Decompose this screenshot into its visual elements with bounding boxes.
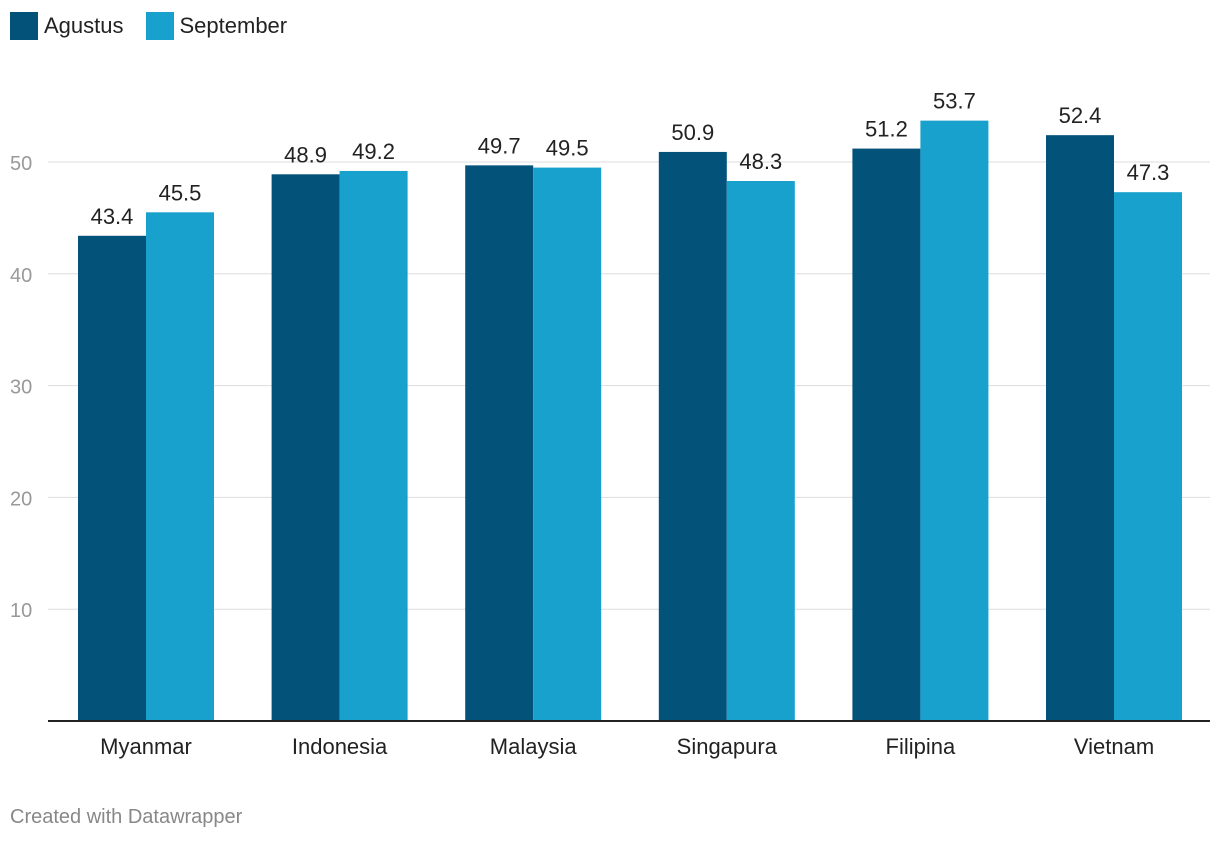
bar-agustus bbox=[658, 151, 727, 722]
y-tick-label: 50 bbox=[10, 153, 32, 175]
y-tick-label: 40 bbox=[10, 265, 32, 287]
x-category-label: Singapura bbox=[677, 734, 778, 759]
y-tick-label: 10 bbox=[10, 600, 32, 622]
x-category-label: Vietnam bbox=[1074, 734, 1154, 759]
bar-september bbox=[1114, 192, 1182, 721]
y-tick-label: 30 bbox=[10, 377, 32, 399]
bar-september bbox=[533, 167, 602, 722]
x-category-label: Myanmar bbox=[100, 734, 192, 759]
bar-september bbox=[146, 212, 214, 721]
bar-value-label: 48.3 bbox=[739, 149, 782, 174]
legend-item-september: September bbox=[145, 12, 288, 40]
x-category-label: Malaysia bbox=[490, 734, 578, 759]
legend-swatch-agustus bbox=[10, 12, 38, 40]
bar-value-label: 49.5 bbox=[546, 136, 589, 161]
bar-agustus bbox=[78, 235, 146, 721]
legend-swatch-september bbox=[145, 12, 174, 40]
bar-value-label: 47.3 bbox=[1127, 160, 1170, 185]
bar-value-label: 50.9 bbox=[671, 120, 714, 145]
x-category-label: Indonesia bbox=[292, 734, 388, 759]
bar-agustus bbox=[1046, 135, 1114, 722]
legend: Agustus September bbox=[10, 12, 287, 40]
legend-label-september: September bbox=[179, 13, 288, 38]
bar-september bbox=[726, 181, 795, 722]
footer-credit: Created with Datawrapper bbox=[10, 806, 243, 828]
x-category-label: Filipina bbox=[886, 734, 956, 759]
bar-value-label: 52.4 bbox=[1059, 103, 1102, 128]
bar-value-label: 45.5 bbox=[159, 180, 202, 205]
bar-value-label: 49.7 bbox=[478, 133, 521, 158]
bar-agustus bbox=[271, 174, 340, 722]
bar-value-label: 53.7 bbox=[933, 89, 976, 114]
bar-value-label: 48.9 bbox=[284, 142, 327, 167]
legend-item-agustus: Agustus bbox=[10, 12, 124, 40]
bar-september bbox=[920, 120, 989, 721]
bar-value-label: 43.4 bbox=[91, 204, 134, 229]
bar-value-label: 51.2 bbox=[865, 117, 908, 142]
y-tick-label: 20 bbox=[10, 488, 32, 510]
legend-label-agustus: Agustus bbox=[44, 13, 124, 38]
bar-agustus bbox=[465, 165, 534, 721]
bar-agustus bbox=[852, 148, 921, 722]
bar-september bbox=[339, 170, 408, 722]
bar-value-label: 49.2 bbox=[352, 139, 395, 164]
bar-chart: 10 20 30 40 50 43.4 45.5 Myanmar 48.9 49.2 Indones… bbox=[10, 89, 1210, 759]
